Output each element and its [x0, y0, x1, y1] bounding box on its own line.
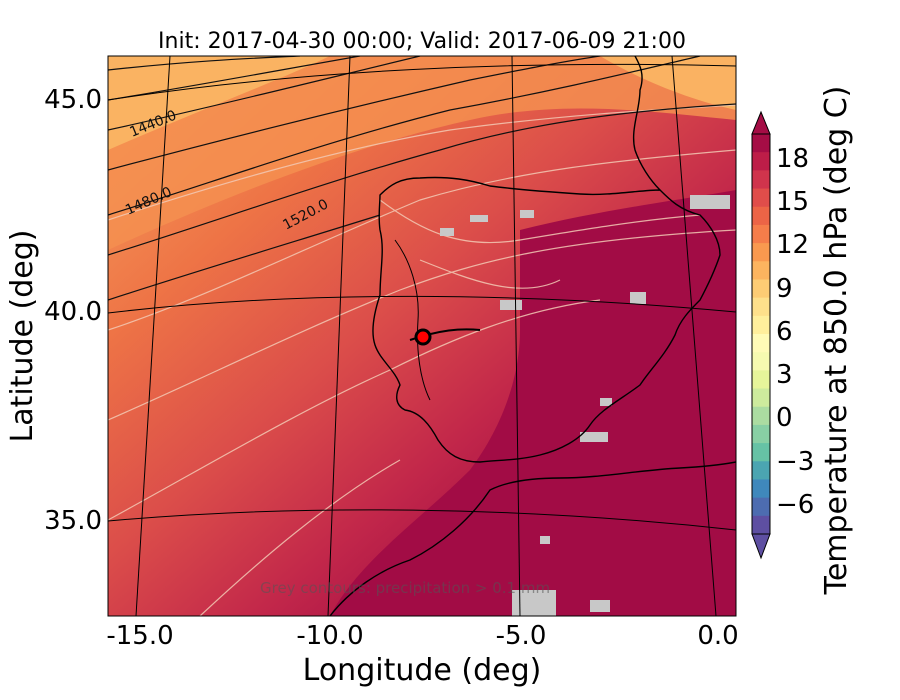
colorbar-bin	[752, 170, 770, 190]
colorbar: 18 15 12 9 6 3 0 −3 −6 Temperature at 85…	[751, 86, 854, 596]
colorbar-tick: 0	[776, 403, 793, 433]
africa-coast	[329, 461, 736, 616]
colorbar-bin	[752, 443, 770, 462]
colorbar-bin	[752, 315, 770, 335]
colorbar-bin	[752, 406, 770, 426]
y-tick: 40.0	[44, 297, 102, 327]
colorbar-bin	[752, 334, 770, 353]
map-area: 1440.0 1480.0 1520.0	[108, 56, 736, 616]
plot-title: Init: 2017-04-30 00:00; Valid: 2017-06-0…	[158, 29, 686, 54]
colorbar-bin	[752, 352, 770, 371]
colorbar-tick: 15	[776, 187, 809, 217]
colorbar-tick: 3	[776, 360, 793, 390]
colorbar-bin	[752, 134, 770, 153]
colorbar-label: Temperature at 850.0 hPa (deg C)	[819, 86, 854, 596]
colorbar-ticks: 18 15 12 9 6 3 0 −3 −6	[776, 144, 814, 520]
precipitation-areas	[440, 195, 730, 616]
location-marker	[414, 328, 432, 346]
iberia-coast	[372, 176, 721, 463]
colorbar-bin	[752, 152, 770, 171]
y-tick: 45.0	[44, 85, 102, 115]
colorbar-bin	[752, 515, 770, 535]
colorbar-bin	[752, 497, 770, 517]
x-tick: -5.0	[496, 621, 547, 651]
colorbar-tick: 18	[776, 144, 809, 174]
map-frame	[107, 55, 737, 617]
y-tick: 35.0	[44, 506, 102, 536]
graticule	[108, 56, 736, 616]
cool-region	[108, 56, 736, 250]
colorbar-bin	[752, 261, 770, 280]
colorbar-bin	[752, 388, 770, 408]
colorbar-bottom-arrow	[751, 533, 771, 560]
x-axis: -15.0 -10.0 -5.0 0.0	[106, 621, 738, 651]
colorbar-bin	[752, 188, 770, 208]
x-tick: -15.0	[106, 621, 173, 651]
colorbar-bin	[752, 206, 770, 226]
x-axis-label: Longitude (deg)	[303, 653, 542, 688]
x-tick: 0.0	[697, 621, 738, 651]
colorbar-tick: −6	[776, 490, 814, 520]
colorbar-bin	[752, 461, 770, 480]
precipitation-note: Grey contours: precipitation > 0.1 mm	[260, 579, 550, 597]
colorbar-bin	[752, 424, 770, 444]
colorbar-tick: 12	[776, 230, 809, 260]
y-axis: 45.0 40.0 35.0	[44, 85, 102, 536]
coolest-region	[108, 56, 736, 150]
colorbar-tick: 9	[776, 274, 793, 304]
colorbar-frame	[751, 133, 771, 535]
y-axis-label: Latitude (deg)	[5, 230, 40, 443]
france-coast	[632, 56, 661, 191]
colorbar-bin	[752, 479, 770, 499]
colorbar-bin	[752, 224, 770, 244]
border-line	[394, 239, 431, 401]
colorbar-bin	[752, 370, 770, 390]
x-tick: -10.0	[296, 621, 363, 651]
colorbar-bin	[752, 279, 770, 299]
colorbar-tick: 6	[776, 317, 793, 347]
colorbar-tick: −3	[776, 447, 814, 477]
temperature-contours	[108, 104, 736, 616]
colorbar-top-arrow	[751, 110, 771, 135]
colorbar-bin	[752, 297, 770, 317]
colorbar-bin	[752, 243, 770, 262]
